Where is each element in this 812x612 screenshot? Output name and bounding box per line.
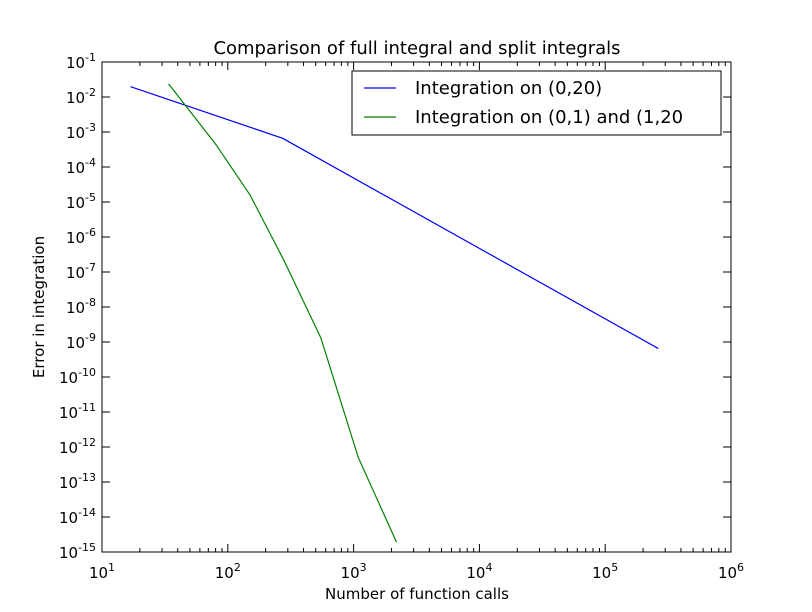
tick-label: 10-6 [66, 226, 96, 247]
tick-base: 10 [66, 299, 85, 317]
tick-base: 10 [66, 89, 85, 107]
tick-base: 10 [59, 474, 78, 492]
tick-label: 105 [592, 561, 618, 582]
tick-exponent: -2 [85, 86, 96, 99]
tick-base: 10 [592, 564, 611, 582]
plot-frame [101, 61, 732, 553]
tick-exponent: -10 [78, 366, 96, 379]
legend-label-2: Integration on (0,1) and (1,20 [415, 107, 683, 128]
series-2-point [283, 260, 285, 262]
legend: Integration on (0,20) Integration on (0,1… [351, 70, 722, 136]
series-2-point [357, 456, 359, 459]
tick-exponent: -13 [78, 471, 96, 484]
tick-exponent: -5 [85, 191, 96, 204]
tick-base: 10 [718, 564, 737, 582]
tick-base: 10 [66, 194, 85, 212]
tick-label: 10-5 [66, 191, 96, 212]
tick-exponent: -8 [85, 296, 96, 309]
y-axis-label: Error in integration [30, 236, 48, 378]
series-2-point [395, 540, 397, 543]
tick-exponent: 5 [611, 561, 618, 574]
tick-label: 10-4 [66, 156, 96, 177]
y-axis-ticks: 10-110-210-310-410-510-610-710-810-910-1… [59, 51, 731, 562]
tick-base: 10 [466, 564, 485, 582]
tick-label: 10-13 [59, 471, 96, 492]
tick-exponent: 4 [485, 561, 492, 574]
tick-exponent: -4 [85, 156, 96, 169]
tick-label: 10-3 [66, 121, 96, 142]
tick-label: 103 [341, 561, 367, 582]
tick-exponent: -9 [85, 331, 96, 344]
tick-label: 10-14 [59, 506, 96, 527]
tick-base: 10 [66, 264, 85, 282]
tick-exponent: -12 [78, 436, 96, 449]
tick-exponent: -1 [85, 51, 96, 64]
tick-label: 10-8 [66, 296, 96, 317]
legend-label-1: Integration on (0,20) [415, 78, 602, 99]
tick-label: 10-11 [59, 401, 96, 422]
tick-exponent: 1 [108, 561, 115, 574]
tick-base: 10 [66, 54, 85, 72]
tick-base: 10 [89, 564, 108, 582]
tick-label: 102 [215, 561, 241, 582]
tick-base: 10 [215, 564, 234, 582]
tick-exponent: -11 [78, 401, 96, 414]
tick-label: 101 [89, 561, 115, 582]
tick-label: 10-1 [66, 51, 96, 72]
tick-base: 10 [59, 404, 78, 422]
tick-base: 10 [59, 509, 78, 527]
series-2-point [249, 194, 251, 196]
series-1-point [130, 86, 132, 88]
tick-exponent: 6 [737, 561, 744, 574]
tick-label: 10-12 [59, 436, 96, 457]
tick-exponent: 2 [234, 561, 241, 574]
tick-label: 10-10 [59, 366, 96, 387]
tick-exponent: -3 [85, 121, 96, 134]
tick-base: 10 [66, 159, 85, 177]
tick-base: 10 [66, 229, 85, 247]
tick-label: 106 [718, 561, 744, 582]
series-1-point [282, 137, 284, 139]
tick-base: 10 [66, 124, 85, 142]
tick-label: 10-7 [66, 261, 96, 282]
chart-title: Comparison of full integral and split in… [213, 38, 620, 59]
tick-label: 104 [466, 561, 492, 582]
tick-base: 10 [59, 439, 78, 457]
tick-label: 10-9 [66, 331, 96, 352]
tick-label: 10-2 [66, 86, 96, 107]
series-1-point [657, 347, 659, 349]
tick-exponent: -14 [78, 506, 96, 519]
series-2-point [215, 143, 217, 145]
tick-exponent: 3 [360, 561, 367, 574]
legend-box [351, 70, 722, 136]
tick-base: 10 [59, 369, 78, 387]
series-2-point [168, 83, 170, 85]
x-axis-label: Number of function calls [325, 585, 509, 603]
series-layer [130, 83, 659, 543]
tick-exponent: -6 [85, 226, 96, 239]
tick-base: 10 [341, 564, 360, 582]
tick-exponent: -15 [78, 541, 96, 554]
tick-label: 10-15 [59, 541, 96, 562]
tick-base: 10 [59, 544, 78, 562]
series-2-point [320, 337, 322, 339]
tick-exponent: -7 [85, 261, 96, 274]
tick-base: 10 [66, 334, 85, 352]
